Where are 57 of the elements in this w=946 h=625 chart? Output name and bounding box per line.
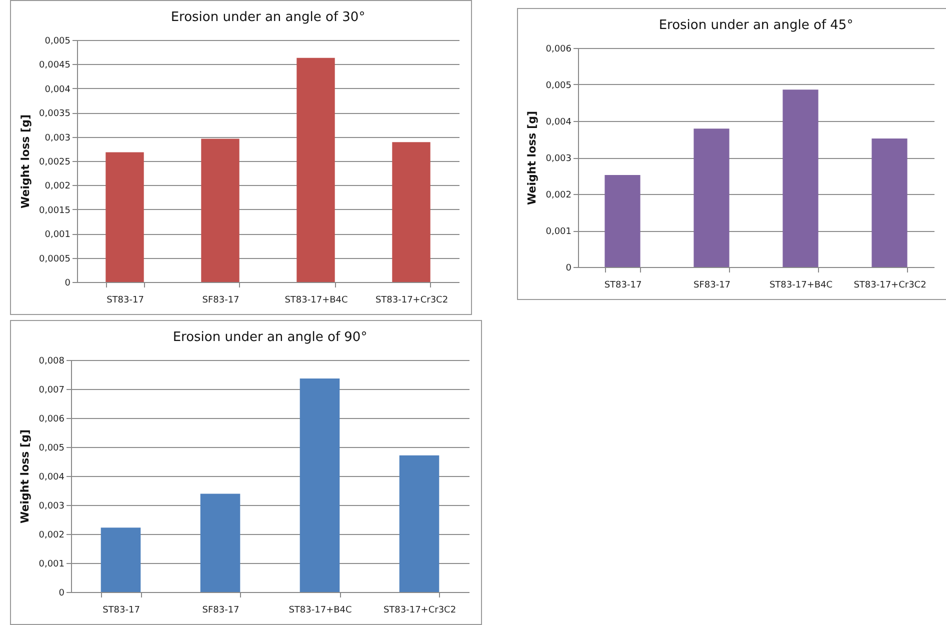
bar — [604, 175, 640, 267]
x-tick-label: ST83-17 — [604, 280, 642, 290]
y-tick-label: 0,005 — [546, 81, 572, 91]
y-tick-label: 0,005 — [44, 36, 70, 46]
y-tick-label: 0,006 — [38, 414, 65, 424]
chart-title: Erosion under an angle of 45° — [658, 18, 854, 33]
y-tick-label: 0,001 — [44, 230, 70, 240]
y-tick-label: 0 — [64, 278, 71, 288]
x-tick-label: ST83-17+B4C — [769, 280, 833, 290]
x-tick-label: ST83-17+B4C — [288, 606, 352, 616]
y-tick-label: 0,003 — [546, 154, 572, 164]
x-tick-label: ST83-17+Cr3C2 — [383, 606, 456, 616]
y-tick-label: 0 — [58, 588, 65, 598]
bar — [106, 152, 144, 282]
y-tick-label: 0,0045 — [39, 60, 70, 71]
y-tick-label: 0,0025 — [39, 158, 70, 168]
y-tick-label: 0,002 — [38, 530, 64, 540]
y-tick-label: 0,008 — [38, 356, 65, 366]
y-tick-label: 0,007 — [38, 386, 64, 396]
x-tick-label: SF83-17 — [202, 606, 240, 616]
y-axis-title: Weight loss [g] — [18, 430, 32, 524]
y-tick-label: 0,004 — [38, 472, 65, 482]
bar — [200, 494, 240, 592]
bar — [872, 138, 908, 267]
x-tick-label: SF83-17 — [202, 296, 240, 306]
y-tick-label: 0,001 — [546, 227, 572, 237]
y-axis-title: Weight loss [g] — [526, 111, 539, 205]
y-tick-label: 0,004 — [44, 84, 71, 95]
y-tick-label: 0,006 — [546, 44, 572, 54]
x-tick-label: ST83-17+B4C — [284, 296, 348, 306]
chart-title: Erosion under an angle of 90° — [172, 330, 368, 345]
bar — [694, 128, 730, 267]
x-tick-label: SF83-17 — [693, 280, 731, 290]
y-tick-label: 0,001 — [38, 560, 64, 570]
y-tick-label: 0,005 — [38, 444, 64, 454]
x-tick-label: ST83-17+Cr3C2 — [854, 280, 926, 290]
bar — [100, 528, 141, 592]
y-tick-label: 0,0015 — [39, 206, 70, 216]
x-tick-label: ST83-17+Cr3C2 — [375, 296, 448, 306]
bar — [201, 138, 240, 282]
y-tick-label: 0,002 — [546, 190, 572, 200]
y-tick-label: 0,002 — [44, 182, 70, 192]
y-tick-label: 0,003 — [38, 502, 64, 512]
chart-title: Erosion under an angle of 30° — [170, 10, 366, 25]
bar — [392, 142, 430, 282]
bar — [300, 378, 340, 592]
y-tick-label: 0 — [566, 264, 572, 274]
bar — [782, 90, 818, 267]
bar — [399, 455, 440, 592]
y-tick-label: 0,0035 — [39, 109, 70, 120]
bar — [296, 58, 335, 282]
x-tick-label: ST83-17 — [106, 296, 144, 306]
y-axis-title: Weight loss [g] — [19, 114, 32, 208]
y-tick-label: 0,004 — [546, 118, 572, 128]
x-tick-label: ST83-17 — [102, 606, 140, 616]
y-tick-label: 0,0005 — [39, 254, 70, 264]
y-tick-label: 0,003 — [44, 133, 70, 144]
